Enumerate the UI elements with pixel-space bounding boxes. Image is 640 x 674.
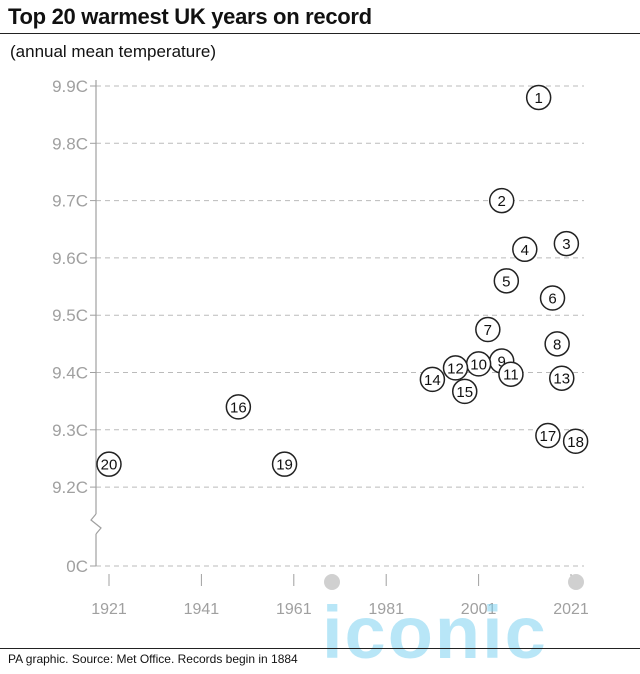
data-point-marker [544, 331, 570, 357]
data-point-marker [475, 316, 501, 343]
data-point-marker [442, 355, 469, 381]
axis-break [90, 513, 102, 535]
data-point-marker [493, 268, 520, 294]
data-point-label: 4 [521, 242, 529, 259]
data-point-label: 17 [540, 428, 557, 445]
data-point-label: 9 [498, 354, 506, 371]
y-tick-label: 9.7C [52, 192, 88, 211]
data-point-label: 16 [230, 399, 247, 416]
x-tick-label: 1981 [368, 601, 404, 618]
source-note: PA graphic. Source: Met Office. Records … [8, 652, 298, 666]
data-point-label: 6 [548, 291, 556, 308]
data-point-marker [512, 236, 538, 263]
data-point-marker [562, 428, 589, 455]
chart-subtitle: (annual mean temperature) [10, 42, 217, 61]
x-tick-label: 2021 [553, 601, 589, 618]
data-point-label: 3 [562, 236, 570, 253]
footer-divider [0, 648, 640, 649]
data-point-label: 1 [534, 90, 542, 107]
data-point-label: 5 [502, 273, 510, 290]
data-point-marker [451, 378, 478, 405]
x-tick-label: 1941 [184, 601, 220, 618]
data-point-marker [525, 84, 552, 111]
data-point-marker [553, 230, 580, 257]
data-point-label: 19 [276, 457, 293, 474]
data-point-marker [96, 451, 122, 477]
x-tick-label: 1961 [276, 601, 312, 618]
data-point-marker [271, 451, 298, 477]
data-point-label: 11 [503, 367, 519, 384]
iconic-watermark: iconic [322, 591, 548, 674]
y-tick-label: 9.9C [52, 77, 88, 96]
data-point-label: 8 [553, 336, 561, 353]
data-point-label: 18 [567, 434, 584, 451]
y-tick-label: 9.5C [52, 306, 88, 325]
data-point-marker [498, 361, 524, 387]
data-point-marker [419, 366, 446, 393]
y-tick-label: 9.2C [52, 478, 88, 497]
data-point-label: 2 [498, 193, 506, 210]
chart-title: Top 20 warmest UK years on record [8, 4, 372, 29]
data-point-marker [535, 422, 561, 449]
y-tick-label: 9.4C [52, 364, 88, 383]
data-point-label: 12 [447, 360, 464, 377]
data-point-label: 10 [470, 356, 487, 373]
data-point-marker [488, 187, 515, 214]
title-divider [0, 33, 640, 34]
watermark-dot [568, 574, 584, 590]
x-tick-label: 1921 [91, 601, 127, 618]
x-tick-label: 2001 [461, 601, 497, 618]
data-point-marker [539, 285, 566, 311]
data-point-label: 14 [424, 372, 441, 389]
y-tick-label: 9.8C [52, 134, 88, 153]
data-point-label: 13 [553, 371, 570, 388]
y-zero-label: 0C [66, 557, 88, 576]
data-point-label: 20 [101, 457, 118, 474]
data-point-label: 15 [456, 384, 473, 401]
data-point-label: 7 [484, 322, 492, 339]
y-tick-label: 9.3C [52, 421, 88, 440]
data-point-marker [549, 365, 575, 391]
data-point-marker [225, 394, 252, 420]
watermark-dot [324, 574, 340, 590]
y-tick-label: 9.6C [52, 249, 88, 268]
